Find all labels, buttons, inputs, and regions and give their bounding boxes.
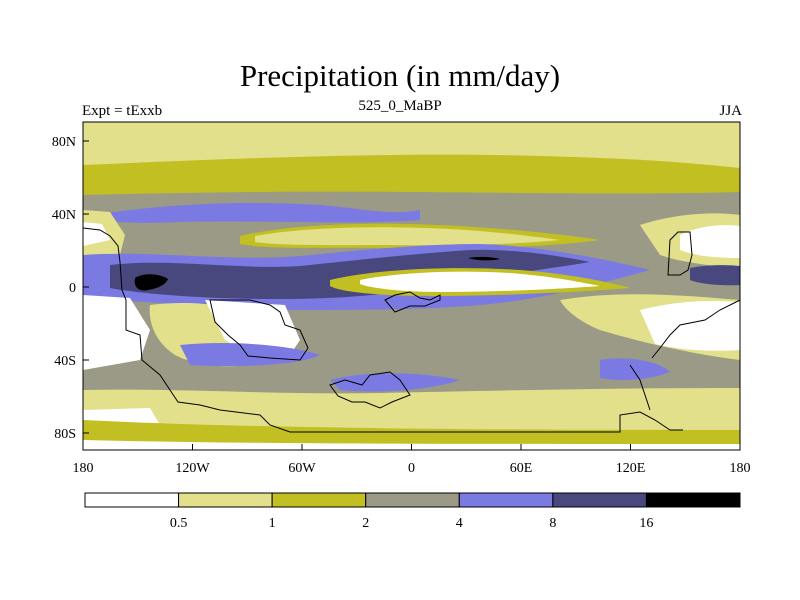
field-west-white	[83, 222, 110, 246]
experiment-label: Expt = tExxb	[82, 103, 163, 119]
lon-label-0: 0	[408, 461, 415, 476]
field-north-olive	[83, 154, 740, 195]
colorbar-swatch	[84, 492, 180, 508]
colorbar-swatch	[552, 492, 647, 508]
coastline-supercontinent	[82, 227, 683, 433]
field-southeast-blue	[600, 358, 670, 380]
lon-label-60e: 60E	[510, 461, 533, 476]
colorbar-swatch	[365, 492, 460, 508]
lat-ticks: 80N 40N 0 40S 80S	[52, 135, 89, 442]
field-tropical-black	[134, 274, 168, 291]
colorbar-labels: 0.5 1 2 4 8 16	[170, 516, 654, 531]
plot-title: Precipitation (in mm/day)	[239, 58, 561, 93]
season-label: JJA	[719, 103, 742, 119]
field-equator-white	[360, 271, 600, 292]
colorbar-label: 0.5	[170, 516, 188, 531]
field-south-olive	[83, 420, 740, 450]
coastline-island-2	[329, 371, 411, 409]
field-northeast-darkblue	[690, 265, 740, 286]
lon-ticks: 180 120W 60W 0 60E 120E 180	[73, 444, 751, 476]
field-east-white	[640, 300, 740, 351]
colorbar-label: 16	[639, 516, 653, 531]
lat-label-40s: 40S	[54, 354, 76, 369]
field-north-pale-band	[255, 227, 560, 246]
lon-label-180e: 180	[730, 461, 751, 476]
field-southwest-white	[83, 295, 150, 370]
colorbar-swatch	[271, 492, 367, 508]
coastline-southeast	[629, 364, 651, 411]
field-south-blue-2	[330, 373, 460, 392]
lat-label-80s: 80S	[54, 427, 76, 442]
field-south-blue	[180, 343, 320, 367]
lat-label-40n: 40N	[52, 208, 76, 223]
field-tropical-darkblue	[110, 249, 590, 300]
lon-label-60w: 60W	[288, 461, 316, 476]
field-tropical-black-2	[468, 256, 500, 261]
colorbar-label: 4	[456, 516, 463, 531]
lon-label-180w: 180	[73, 461, 94, 476]
colorbar-swatch	[458, 492, 554, 508]
colorbar	[84, 492, 741, 508]
field-north-blue-band	[100, 203, 420, 223]
coastline-island-3	[667, 231, 693, 276]
colorbar-label: 8	[549, 516, 556, 531]
lat-label-0: 0	[69, 281, 76, 296]
field-south-white-desert	[205, 300, 300, 358]
map-field	[83, 122, 740, 450]
coastline-east-margin	[651, 299, 741, 359]
colorbar-label: 1	[269, 516, 276, 531]
coastlines	[82, 227, 741, 433]
colorbar-swatch	[178, 492, 273, 508]
colorbar-label: 2	[362, 516, 369, 531]
coastline-island-1	[384, 291, 441, 313]
lon-label-120e: 120E	[616, 461, 646, 476]
time-label: 525_0_MaBP	[358, 98, 442, 114]
lat-label-80n: 80N	[52, 135, 76, 150]
coastline-inner-basin	[209, 299, 309, 361]
colorbar-swatch	[645, 492, 741, 508]
lon-label-120w: 120W	[175, 461, 210, 476]
field-northeast-white	[680, 225, 740, 258]
